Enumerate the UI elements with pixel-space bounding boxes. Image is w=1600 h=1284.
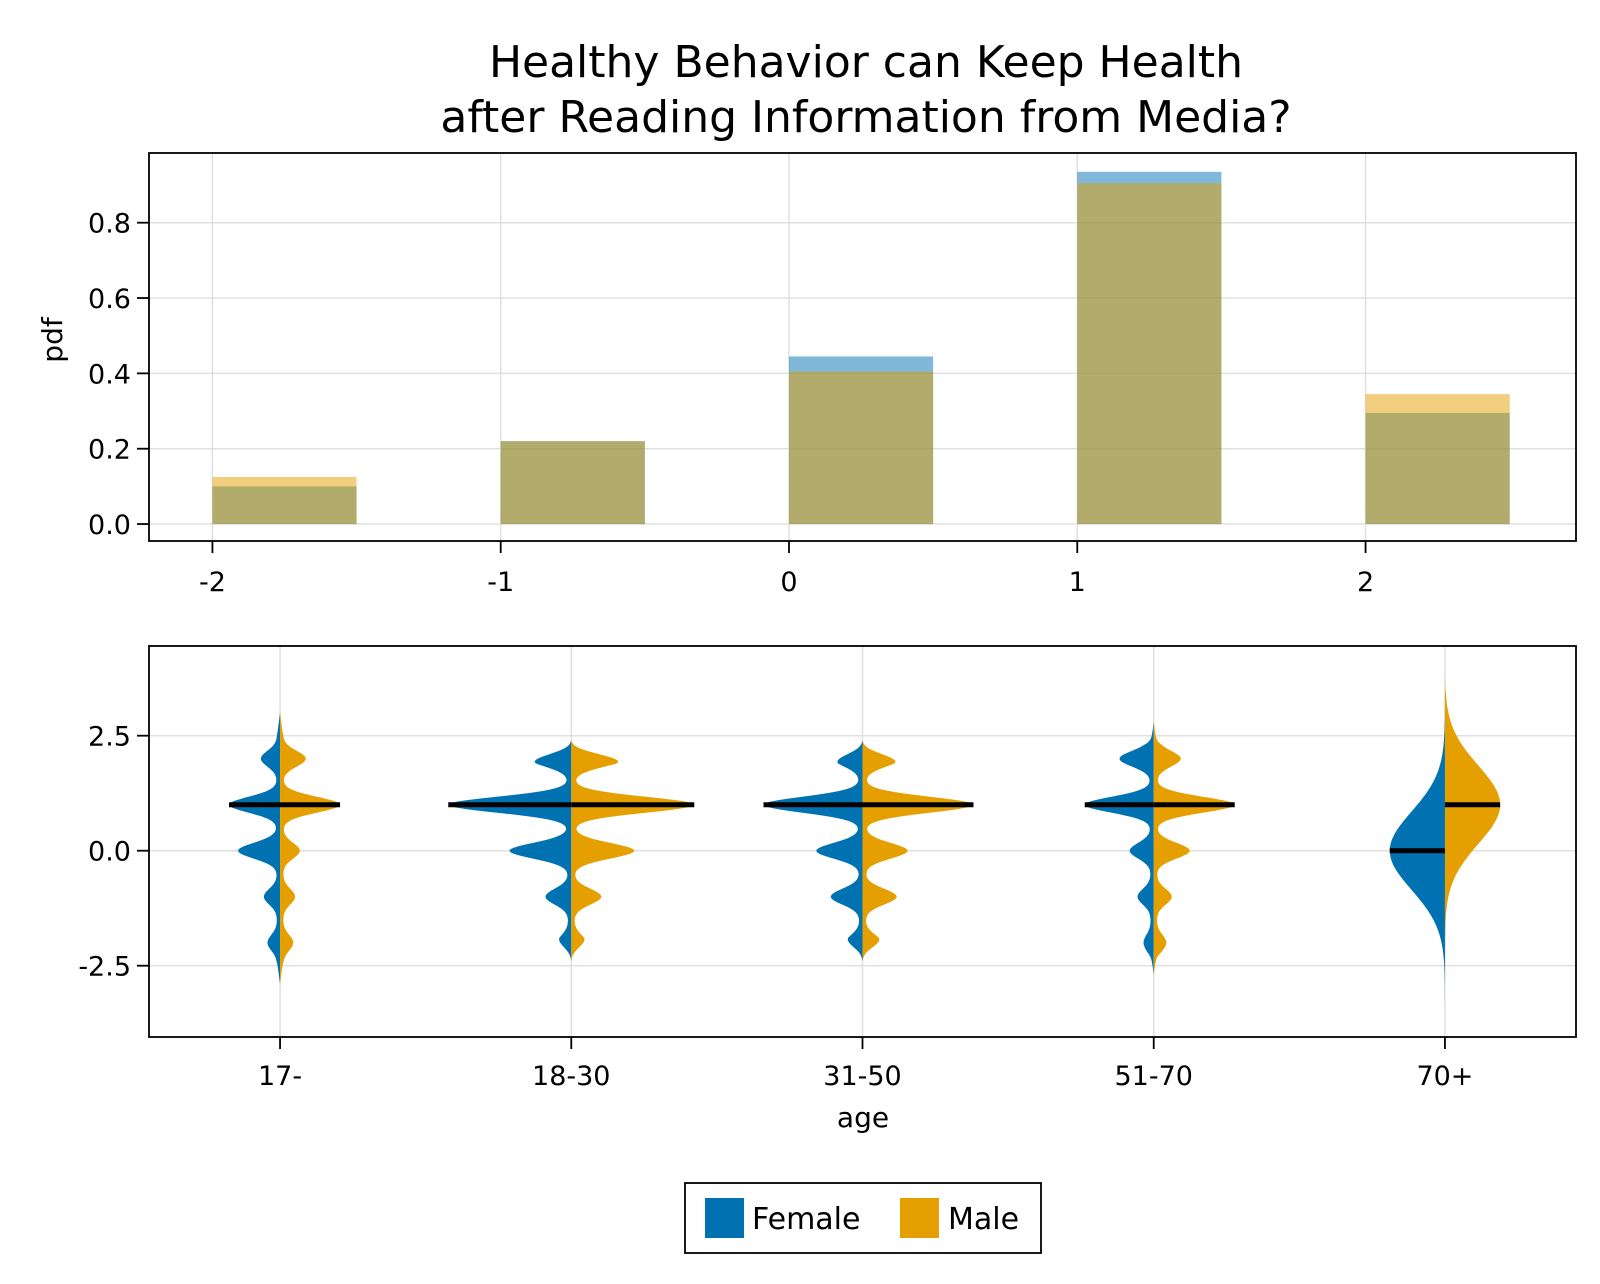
legend-label-male: Male bbox=[948, 1202, 1019, 1237]
violin-half-female bbox=[229, 712, 281, 985]
violin-half-male bbox=[571, 740, 695, 962]
violin-x-tick-label: 70+ bbox=[1416, 1061, 1473, 1092]
violin-x-axis-label: age bbox=[837, 1101, 889, 1134]
histogram-panel: -2 -1 0 1 2 0.0 0.2 0.4 0.6 0.8 bbox=[88, 152, 1577, 598]
histogram-bar-male bbox=[1077, 183, 1222, 525]
histogram-y-tick-label: 0.0 bbox=[88, 510, 131, 541]
violin-x-tick-label: 31-50 bbox=[823, 1061, 901, 1092]
histogram-bar-male bbox=[1365, 394, 1510, 525]
violin-x-tick-label: 18-30 bbox=[532, 1061, 610, 1092]
legend-frame bbox=[684, 1182, 1042, 1254]
histogram-frame bbox=[148, 152, 1577, 542]
chart-title-line-1: Healthy Behavior can Keep Health bbox=[489, 37, 1243, 88]
histogram-x-tick-label: 2 bbox=[1357, 567, 1374, 598]
legend-label-female: Female bbox=[752, 1202, 860, 1237]
chart-title-line-2: after Reading Information from Media? bbox=[440, 92, 1291, 143]
violin-x-tick-label: 17- bbox=[258, 1061, 302, 1092]
violin-half-male bbox=[280, 712, 340, 985]
histogram-y-tick-label: 0.4 bbox=[88, 359, 131, 390]
violin-half-female bbox=[448, 740, 572, 962]
violin-half-female bbox=[763, 740, 863, 962]
histogram-y-tick-label: 0.2 bbox=[88, 435, 131, 466]
violin-y-tick-label: 0.0 bbox=[88, 837, 131, 868]
violin-half-female bbox=[1084, 721, 1154, 975]
histogram-bar-male bbox=[788, 371, 934, 525]
violin-panel: 17- 18-30 31-50 51-70 70+ -2.5 0.0 2.5 bbox=[78, 645, 1577, 1092]
legend-swatch-male bbox=[900, 1198, 939, 1238]
violin-frame bbox=[148, 645, 1577, 1038]
violin-y-tick-label: 2.5 bbox=[88, 722, 131, 753]
histogram-x-tick-label: -1 bbox=[487, 567, 514, 598]
legend: Female Male bbox=[684, 1182, 1042, 1254]
histogram-bar-male bbox=[212, 476, 357, 525]
histogram-x-tick-label: 0 bbox=[780, 567, 797, 598]
violin-y-tick-label: -2.5 bbox=[78, 952, 131, 983]
violin-half-male bbox=[862, 740, 974, 962]
violin-half-male bbox=[1153, 721, 1235, 975]
histogram-y-tick-label: 0.8 bbox=[88, 209, 131, 240]
histogram-bar-male bbox=[500, 441, 645, 525]
violin-x-tick-label: 51-70 bbox=[1114, 1061, 1192, 1092]
histogram-y-axis-label: pdf bbox=[36, 316, 69, 363]
histogram-x-tick-label: -2 bbox=[199, 567, 226, 598]
histogram-y-tick-label: 0.6 bbox=[88, 284, 131, 315]
histogram-x-tick-label: 1 bbox=[1069, 567, 1086, 598]
legend-swatch-female bbox=[705, 1198, 744, 1238]
violin-half-male bbox=[1444, 671, 1501, 1003]
